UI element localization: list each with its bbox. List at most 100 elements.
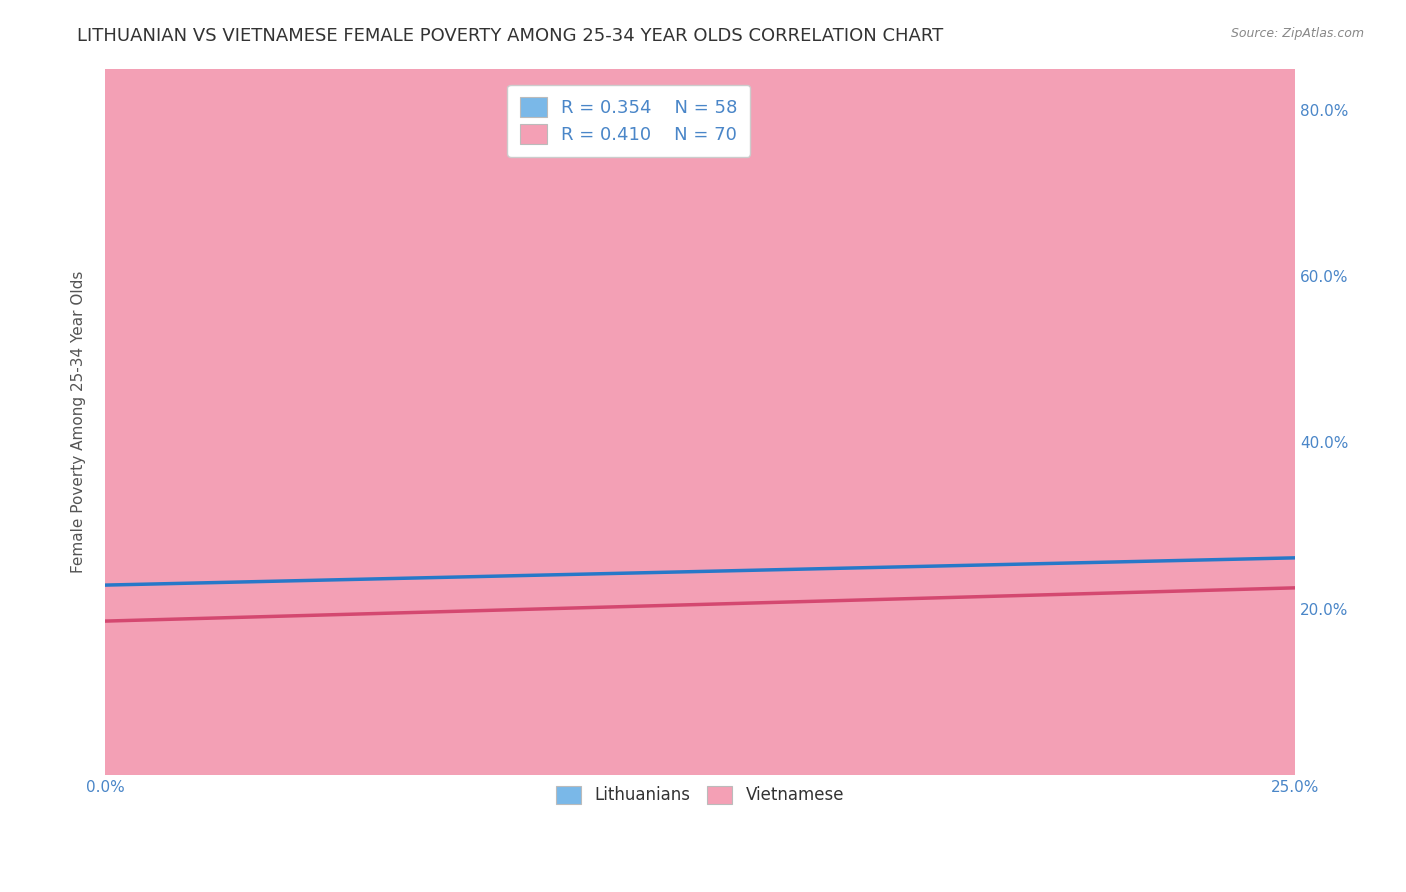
Point bbox=[418, 614, 440, 628]
Point bbox=[322, 556, 344, 570]
Point bbox=[142, 473, 165, 487]
Point bbox=[641, 689, 664, 703]
Point bbox=[274, 614, 297, 628]
Point bbox=[294, 656, 316, 670]
Point bbox=[380, 315, 402, 329]
Point bbox=[1056, 672, 1078, 686]
Point bbox=[142, 626, 165, 640]
Point bbox=[308, 481, 330, 495]
Point bbox=[156, 660, 179, 674]
Point bbox=[817, 506, 839, 520]
Point bbox=[132, 631, 155, 645]
Point bbox=[165, 614, 187, 628]
Point bbox=[180, 581, 202, 595]
Point bbox=[903, 190, 925, 204]
Point bbox=[274, 623, 297, 637]
Point bbox=[1084, 581, 1107, 595]
Point bbox=[451, 639, 474, 653]
Text: Source: ZipAtlas.com: Source: ZipAtlas.com bbox=[1230, 27, 1364, 40]
Point bbox=[617, 731, 640, 745]
Point bbox=[912, 648, 935, 662]
Point bbox=[998, 731, 1021, 745]
Point bbox=[294, 664, 316, 678]
Point bbox=[912, 614, 935, 628]
Point bbox=[1180, 648, 1202, 662]
Point bbox=[531, 648, 554, 662]
Point bbox=[499, 506, 522, 520]
Point bbox=[465, 548, 488, 562]
Y-axis label: Female Poverty Among 25-34 Year Olds: Female Poverty Among 25-34 Year Olds bbox=[72, 270, 86, 573]
Point bbox=[437, 623, 460, 637]
Point bbox=[228, 506, 250, 520]
Point bbox=[370, 648, 392, 662]
Point bbox=[136, 648, 159, 662]
Point bbox=[484, 623, 506, 637]
Point bbox=[846, 523, 869, 537]
Point bbox=[165, 589, 187, 603]
Point bbox=[1008, 623, 1031, 637]
Point bbox=[1227, 448, 1250, 462]
Point bbox=[103, 648, 125, 662]
Point bbox=[513, 564, 536, 578]
Point bbox=[274, 614, 297, 628]
Point bbox=[260, 465, 283, 479]
Point bbox=[856, 556, 879, 570]
Point bbox=[150, 618, 173, 632]
Point bbox=[465, 589, 488, 603]
Point bbox=[404, 581, 426, 595]
Legend: Lithuanians, Vietnamese: Lithuanians, Vietnamese bbox=[544, 774, 856, 816]
Point bbox=[212, 614, 235, 628]
Point bbox=[617, 656, 640, 670]
Point bbox=[356, 248, 378, 262]
Point bbox=[437, 648, 460, 662]
Point bbox=[761, 614, 783, 628]
Point bbox=[180, 518, 202, 533]
Point bbox=[808, 648, 831, 662]
Point bbox=[284, 589, 307, 603]
Point bbox=[132, 660, 155, 674]
Point bbox=[475, 564, 498, 578]
Point bbox=[561, 639, 583, 653]
Point bbox=[236, 598, 259, 612]
Point bbox=[118, 651, 141, 665]
Point bbox=[655, 581, 678, 595]
Point bbox=[103, 506, 125, 520]
Point bbox=[198, 614, 221, 628]
Point bbox=[112, 648, 135, 662]
Point bbox=[1036, 473, 1059, 487]
Point bbox=[546, 648, 568, 662]
Point bbox=[593, 664, 616, 678]
Point bbox=[522, 614, 544, 628]
Point bbox=[974, 431, 997, 445]
Point bbox=[404, 648, 426, 662]
Point bbox=[212, 581, 235, 595]
Point bbox=[799, 589, 821, 603]
Point bbox=[342, 623, 364, 637]
Point bbox=[342, 623, 364, 637]
Point bbox=[1132, 556, 1154, 570]
Point bbox=[294, 465, 316, 479]
Point bbox=[108, 648, 131, 662]
Point bbox=[988, 465, 1011, 479]
Point bbox=[246, 564, 269, 578]
Point bbox=[723, 648, 745, 662]
Point bbox=[342, 581, 364, 595]
Point bbox=[627, 681, 650, 695]
Point bbox=[370, 606, 392, 620]
Point bbox=[960, 556, 983, 570]
Point bbox=[569, 664, 592, 678]
Text: ZIPatlas: ZIPatlas bbox=[474, 373, 927, 470]
Point bbox=[785, 672, 807, 686]
Point bbox=[942, 581, 965, 595]
Point bbox=[703, 648, 725, 662]
Point bbox=[389, 589, 412, 603]
Point bbox=[437, 589, 460, 603]
Point bbox=[427, 523, 450, 537]
Point bbox=[212, 523, 235, 537]
Point bbox=[180, 498, 202, 512]
Point bbox=[228, 531, 250, 545]
Point bbox=[132, 581, 155, 595]
Point bbox=[675, 664, 697, 678]
Point bbox=[770, 581, 793, 595]
Text: LITHUANIAN VS VIETNAMESE FEMALE POVERTY AMONG 25-34 YEAR OLDS CORRELATION CHART: LITHUANIAN VS VIETNAMESE FEMALE POVERTY … bbox=[77, 27, 943, 45]
